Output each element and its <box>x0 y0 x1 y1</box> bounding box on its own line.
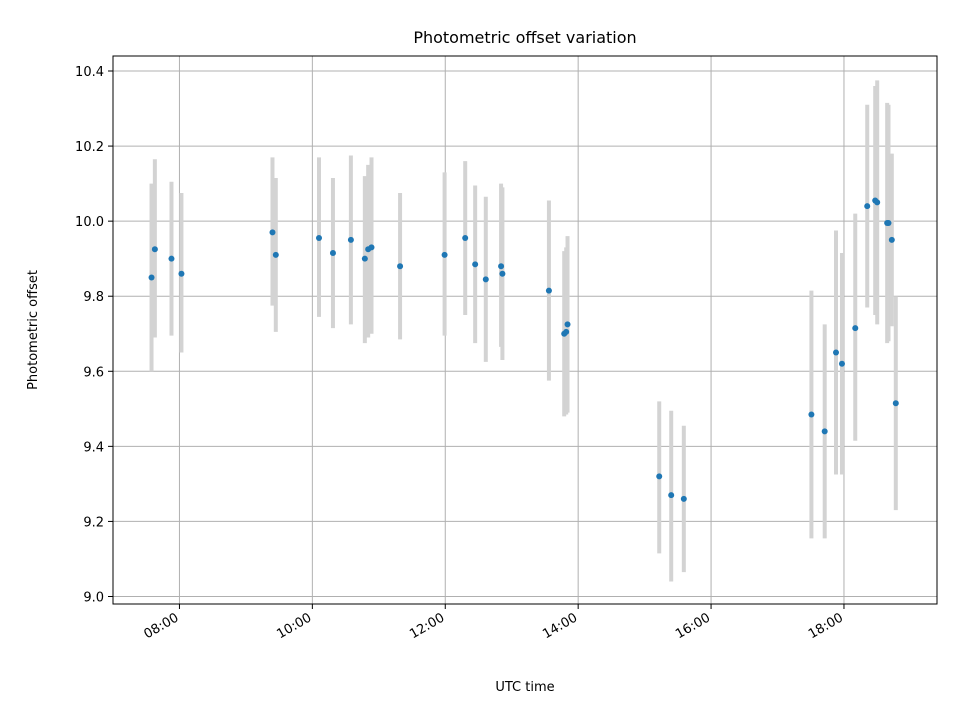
y-tick-label: 9.0 <box>83 590 104 605</box>
data-point <box>361 255 368 262</box>
y-tick-label: 9.6 <box>83 365 104 380</box>
error-bars <box>149 80 898 582</box>
data-points <box>148 197 899 502</box>
data-point <box>272 251 279 258</box>
data-point <box>462 235 469 242</box>
data-point <box>874 199 881 206</box>
data-point <box>148 274 155 281</box>
data-point <box>441 251 448 258</box>
data-point <box>680 495 687 502</box>
data-point <box>864 203 871 210</box>
y-tick-label: 10.0 <box>75 215 104 230</box>
data-point <box>545 287 552 294</box>
x-tick-label: 16:00 <box>673 610 713 642</box>
x-tick-label: 18:00 <box>806 610 846 642</box>
x-tick-label: 14:00 <box>540 610 580 642</box>
y-tick-label: 9.8 <box>83 290 104 305</box>
data-point <box>808 411 815 418</box>
y-tick-label: 10.4 <box>75 65 104 80</box>
data-point <box>498 263 505 270</box>
data-point <box>852 325 859 332</box>
data-point <box>821 428 828 435</box>
y-axis-ticks: 9.0 9.2 9.4 9.6 9.8 10.0 10.2 10.4 <box>75 65 113 605</box>
chart-title: Photometric offset variation <box>413 28 636 47</box>
data-point <box>482 276 489 283</box>
data-point <box>151 246 158 253</box>
x-tick-label: 08:00 <box>142 610 182 642</box>
data-point <box>168 255 175 262</box>
data-point <box>178 270 185 277</box>
data-point <box>368 244 375 251</box>
data-point <box>329 250 336 257</box>
data-point <box>472 261 479 268</box>
data-point <box>347 236 354 243</box>
plot-frame <box>112 55 938 605</box>
data-point <box>668 492 675 499</box>
data-point <box>885 220 892 227</box>
data-point <box>499 270 506 277</box>
data-point <box>888 236 895 243</box>
data-point <box>563 328 570 335</box>
data-point <box>832 349 839 356</box>
y-tick-label: 9.4 <box>83 440 104 455</box>
y-axis-label: Photometric offset <box>26 270 41 390</box>
data-point <box>656 473 663 480</box>
data-point <box>892 400 899 407</box>
data-point <box>838 360 845 367</box>
data-point <box>397 263 404 270</box>
x-tick-label: 12:00 <box>407 610 447 642</box>
data-point <box>316 235 322 242</box>
x-axis-ticks: 08:00 10:00 12:00 14:00 16:00 18:00 <box>142 604 846 642</box>
y-tick-label: 10.2 <box>75 140 104 155</box>
data-point <box>564 321 571 328</box>
data-point <box>269 229 276 236</box>
y-tick-label: 9.2 <box>83 515 104 530</box>
x-tick-label: 10:00 <box>274 610 314 642</box>
x-axis-label: UTC time <box>495 680 554 695</box>
